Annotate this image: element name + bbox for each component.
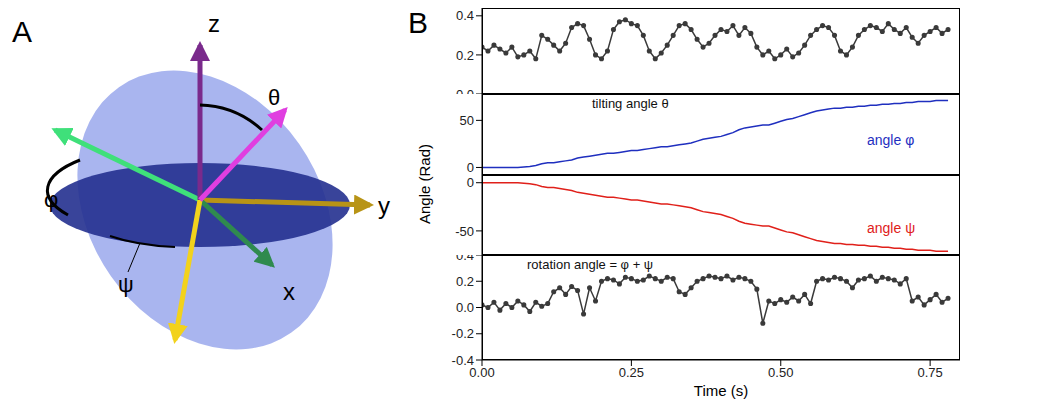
html-text:tilting angle θ: tilting angle θ xyxy=(592,96,669,111)
svg-text:0: 0 xyxy=(467,160,474,175)
svg-text:0.50: 0.50 xyxy=(768,365,793,380)
svg-text:-50: -50 xyxy=(455,224,474,239)
svg-text:0.25: 0.25 xyxy=(619,365,644,380)
svg-text:0.2: 0.2 xyxy=(456,48,474,63)
svg-text:y: y xyxy=(378,192,390,219)
svg-text:0.2: 0.2 xyxy=(456,274,474,289)
svg-text:0: 0 xyxy=(467,175,474,190)
svg-text:50: 50 xyxy=(460,113,474,128)
html-text:B: B xyxy=(408,6,428,39)
svg-text:θ: θ xyxy=(268,85,280,110)
svg-text:x: x xyxy=(283,278,295,305)
svg-text:0.4: 0.4 xyxy=(456,8,474,23)
svg-text:z: z xyxy=(208,10,220,37)
svg-text:-0.4: -0.4 xyxy=(452,353,474,368)
svg-text:0.00: 0.00 xyxy=(469,365,495,381)
html-text:Time (s): Time (s) xyxy=(693,382,749,399)
svg-text:-0.2: -0.2 xyxy=(452,326,474,341)
svg-text:0.0: 0.0 xyxy=(456,300,474,315)
svg-text:A: A xyxy=(12,15,32,48)
svg-text:0.4: 0.4 xyxy=(456,255,474,263)
html-text:rotation angle = φ + ψ: rotation angle = φ + ψ xyxy=(527,257,654,272)
svg-text:ψ: ψ xyxy=(118,272,134,297)
svg-text:φ: φ xyxy=(44,187,58,212)
svg-text:0.75: 0.75 xyxy=(917,365,942,380)
html-text:Angle (Rad): Angle (Rad) xyxy=(415,144,433,224)
html-text:angle ψ: angle ψ xyxy=(867,220,916,236)
svg-text:0.0: 0.0 xyxy=(456,87,474,94)
html-text:angle φ: angle φ xyxy=(867,132,915,148)
